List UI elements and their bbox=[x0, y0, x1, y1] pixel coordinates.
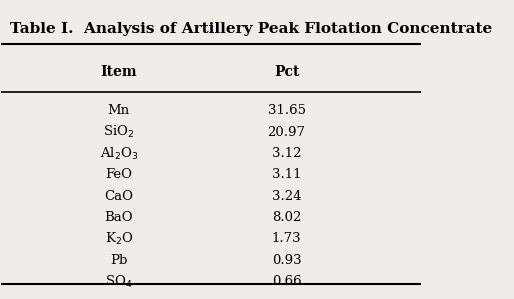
Text: 3.24: 3.24 bbox=[272, 190, 301, 203]
Text: Table I.  Analysis of Artillery Peak Flotation Concentrate: Table I. Analysis of Artillery Peak Flot… bbox=[10, 22, 492, 36]
Text: BaO: BaO bbox=[104, 211, 133, 224]
Text: Pct: Pct bbox=[274, 65, 299, 80]
Text: Pb: Pb bbox=[110, 254, 127, 267]
Text: SO$_4$: SO$_4$ bbox=[105, 274, 133, 290]
Text: Item: Item bbox=[101, 65, 137, 80]
Text: Mn: Mn bbox=[108, 104, 130, 118]
Text: 3.12: 3.12 bbox=[272, 147, 301, 160]
Text: CaO: CaO bbox=[104, 190, 133, 203]
Text: 20.97: 20.97 bbox=[268, 126, 305, 139]
Text: Al$_2$O$_3$: Al$_2$O$_3$ bbox=[100, 146, 138, 162]
Text: 3.11: 3.11 bbox=[272, 168, 301, 181]
Text: 8.02: 8.02 bbox=[272, 211, 301, 224]
Text: 31.65: 31.65 bbox=[268, 104, 305, 118]
Text: 0.93: 0.93 bbox=[272, 254, 301, 267]
Text: SiO$_2$: SiO$_2$ bbox=[103, 124, 135, 140]
Text: FeO: FeO bbox=[105, 168, 132, 181]
Text: 1.73: 1.73 bbox=[272, 232, 301, 245]
Text: K$_2$O: K$_2$O bbox=[105, 231, 133, 247]
Text: 0.66: 0.66 bbox=[272, 275, 301, 288]
